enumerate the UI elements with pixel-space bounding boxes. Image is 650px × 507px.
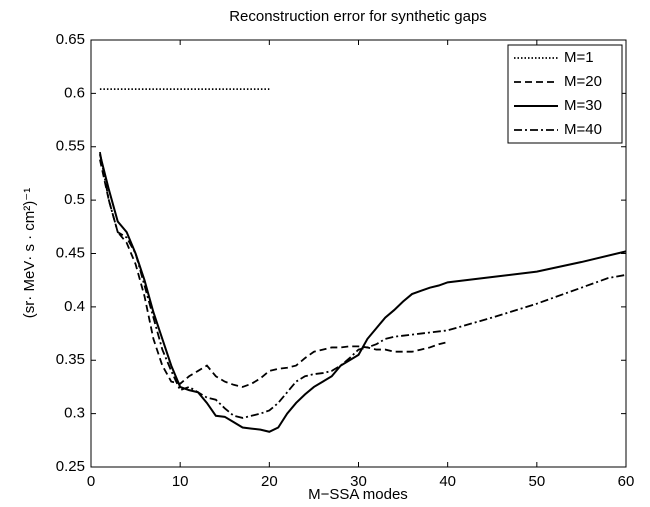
y-tick-label: 0.35 — [56, 351, 85, 368]
legend-label: M=20 — [564, 73, 602, 90]
x-tick-label: 50 — [528, 473, 545, 490]
y-axis-label: (sr· MeV· s · cm²)⁻¹ — [21, 188, 38, 318]
y-tick-label: 0.3 — [64, 405, 85, 422]
y-tick-label: 0.55 — [56, 138, 85, 155]
x-tick-label: 10 — [172, 473, 189, 490]
legend-label: M=40 — [564, 121, 602, 138]
y-tick-label: 0.5 — [64, 191, 85, 208]
series-line — [98, 153, 627, 433]
legend-label: M=1 — [564, 49, 594, 66]
x-tick-label: 40 — [439, 473, 456, 490]
y-tick-label: 0.45 — [56, 244, 85, 261]
x-axis-label: M−SSA modes — [308, 486, 408, 503]
x-tick-label: 20 — [261, 473, 278, 490]
series-line — [99, 151, 627, 419]
y-tick-label: 0.25 — [56, 458, 85, 475]
x-tick-label: 30 — [350, 473, 367, 490]
x-tick-label: 60 — [618, 473, 635, 490]
series-line — [99, 159, 448, 388]
legend-box — [507, 44, 623, 144]
x-tick-label: 0 — [87, 473, 95, 490]
y-tick-label: 0.65 — [56, 31, 85, 48]
chart-title: Reconstruction error for synthetic gaps — [229, 8, 487, 25]
legend-label: M=30 — [564, 97, 602, 114]
y-tick-label: 0.4 — [64, 298, 85, 315]
y-tick-label: 0.6 — [64, 84, 85, 101]
